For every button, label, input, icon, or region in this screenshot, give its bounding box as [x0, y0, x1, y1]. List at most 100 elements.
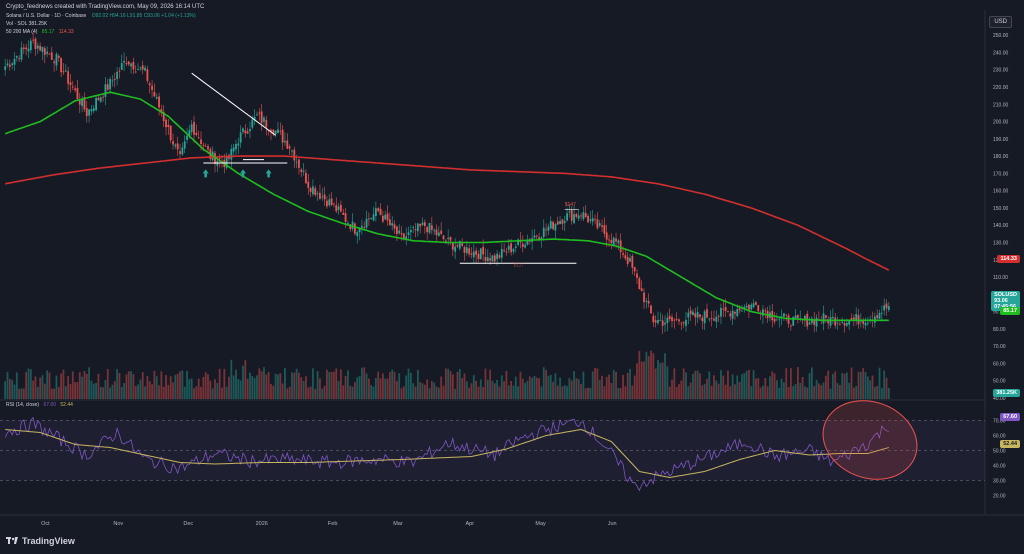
volume-bar: [15, 372, 18, 399]
currency-button[interactable]: USD: [989, 16, 1012, 28]
volume-bar: [57, 386, 60, 399]
candle-body: [570, 209, 573, 221]
candle-body: [496, 253, 499, 260]
volume-bar: [374, 378, 377, 399]
volume-bar: [360, 367, 363, 399]
candle-body: [288, 146, 291, 149]
candle-body: [242, 128, 244, 132]
volume-bar: [792, 386, 795, 399]
ma-legend[interactable]: 50 200 MA (4) 85.17 114.33: [6, 28, 196, 36]
candle-body: [787, 315, 790, 324]
rsi-legend-value: 67.60: [43, 402, 56, 408]
candle-body: [757, 305, 760, 312]
volume-bar: [62, 369, 65, 399]
volume-bar: [83, 371, 86, 399]
price-chip-price: 93.06: [994, 298, 1008, 304]
candle-body: [120, 63, 123, 70]
rsi-legend[interactable]: RSI (14, close) 67.60 52.44: [6, 402, 73, 408]
symbol-legend[interactable]: Solana / U.S. Dollar · 1D · Coinbase O92…: [6, 12, 196, 20]
price-axis-label: 70.00: [993, 344, 1006, 350]
candle-body: [824, 315, 827, 318]
volume-bar: [39, 377, 42, 399]
volume-bar: [288, 386, 291, 399]
volume-bar: [69, 383, 72, 399]
volume-bar: [857, 371, 860, 399]
candle-body: [239, 132, 242, 143]
candle-body: [776, 319, 778, 321]
candle-body: [852, 317, 855, 320]
candle-body: [790, 325, 792, 327]
volume-bar: [195, 386, 198, 399]
volume-bar: [423, 384, 426, 399]
volume-bar: [855, 386, 858, 399]
volume-bar: [615, 371, 617, 399]
volume-bar: [465, 381, 468, 399]
volume-bar: [617, 387, 620, 399]
volume-bar: [584, 388, 587, 399]
volume-bar: [876, 386, 879, 399]
time-axis-label: Feb: [328, 521, 337, 527]
tradingview-logo[interactable]: TradingView: [6, 536, 75, 546]
candle-body: [18, 58, 21, 60]
volume-bar: [293, 372, 296, 399]
volume-bar: [342, 385, 345, 399]
volume-bar: [743, 373, 746, 399]
volume-bar: [736, 375, 739, 399]
volume-bar: [323, 385, 326, 399]
ma-legend-label: 50 200 MA (4): [6, 29, 38, 35]
volume-bar: [484, 368, 487, 399]
candle-body: [167, 124, 170, 128]
candle-body: [354, 223, 356, 234]
volume-bar: [328, 371, 331, 399]
volume-bar: [155, 376, 158, 399]
volume-bar: [99, 386, 102, 399]
tradingview-brand: TradingView: [22, 536, 75, 546]
candle-body: [391, 223, 394, 226]
volume-bar: [752, 370, 755, 399]
volume-bar: [416, 369, 419, 399]
volume-bar: [88, 367, 91, 399]
volume-bar: [624, 386, 627, 399]
candle-body: [687, 312, 690, 318]
candle-body: [414, 229, 417, 231]
candle-body: [71, 86, 74, 88]
volume-bar: [25, 372, 28, 399]
candle-body: [703, 311, 706, 324]
volume-bar: [654, 368, 657, 399]
volume-bar: [755, 378, 757, 399]
volume-bar: [344, 376, 347, 399]
volume-bar: [326, 369, 328, 399]
volume-bar: [335, 368, 338, 399]
volume-bar: [4, 381, 7, 399]
volume-bar: [787, 387, 790, 399]
volume-bar: [591, 371, 594, 399]
candle-body: [76, 88, 79, 100]
volume-bar: [272, 385, 275, 399]
volume-bar: [64, 386, 67, 399]
volume-bar: [507, 385, 510, 399]
candle-body: [367, 218, 370, 220]
candle-body: [263, 117, 265, 122]
candle-body: [333, 203, 335, 205]
volume-bar: [619, 388, 622, 399]
volume-bar: [242, 365, 244, 399]
candle-body: [498, 255, 501, 258]
volume-legend[interactable]: Vol · SOL 381.25K: [6, 20, 196, 28]
candle-body: [370, 218, 373, 219]
candle-body: [111, 80, 114, 82]
candle-body: [134, 71, 137, 73]
rsi-chip: 67.60: [1000, 413, 1020, 421]
candle-body: [64, 70, 67, 72]
candle-body: [542, 227, 545, 238]
candle-body: [785, 314, 788, 316]
volume-bar: [381, 373, 384, 399]
candle-body: [421, 222, 424, 225]
candle-body: [321, 196, 324, 198]
volume-bar: [179, 371, 181, 399]
candle-body: [32, 39, 35, 41]
candle-body: [815, 317, 818, 327]
price-low-annotation: $117: [513, 263, 524, 269]
volume-bar: [405, 375, 408, 399]
time-axis-label: May: [535, 521, 546, 527]
